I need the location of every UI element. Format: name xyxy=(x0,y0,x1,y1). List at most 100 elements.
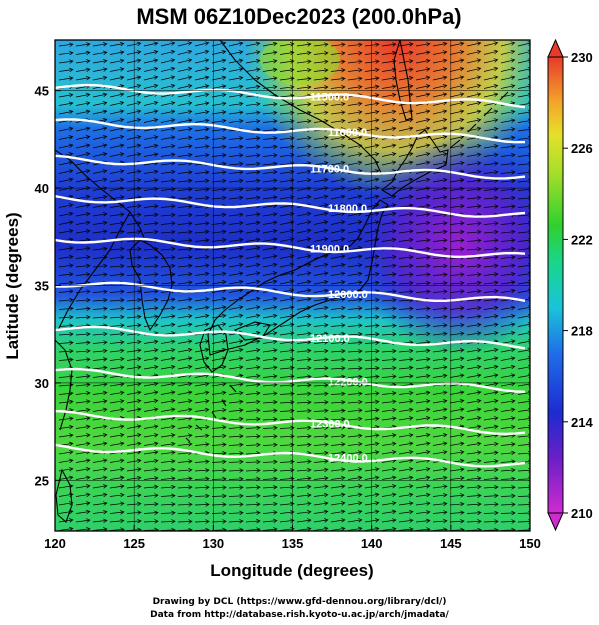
wind-arrow xyxy=(262,365,278,370)
wind-arrow xyxy=(296,50,312,56)
wind-arrow xyxy=(211,510,227,516)
wind-arrow xyxy=(279,476,295,481)
wind-arrow xyxy=(381,501,397,506)
wind-arrow xyxy=(381,348,397,354)
wind-arrow xyxy=(330,194,346,200)
wind-arrow xyxy=(279,357,295,362)
wind-arrow xyxy=(415,126,431,132)
wind-arrow xyxy=(160,41,176,47)
wind-arrow xyxy=(279,391,295,396)
wind-arrow xyxy=(143,229,159,235)
wind-arrow xyxy=(143,493,159,498)
wind-arrow xyxy=(126,356,142,362)
wind-arrow xyxy=(381,67,397,73)
wind-arrow xyxy=(228,365,244,370)
wind-arrow xyxy=(381,118,397,123)
wind-arrow xyxy=(432,306,448,311)
wind-arrow xyxy=(500,229,516,235)
wind-arrow xyxy=(245,493,261,499)
y-tick-label: 40 xyxy=(35,181,49,196)
wind-arrow xyxy=(296,279,312,285)
wind-arrow xyxy=(126,152,142,157)
wind-arrow xyxy=(75,263,91,269)
wind-arrow xyxy=(143,297,159,303)
wind-arrow xyxy=(330,262,346,268)
wind-arrow xyxy=(160,101,176,106)
wind-arrow xyxy=(466,289,482,294)
colorbar-tick-label: 214 xyxy=(571,415,593,430)
wind-arrow xyxy=(330,450,346,455)
wind-arrow xyxy=(466,66,482,72)
wind-arrow xyxy=(364,271,380,277)
wind-arrow xyxy=(313,245,329,251)
wind-arrow xyxy=(75,314,91,320)
wind-arrow xyxy=(177,212,193,218)
wind-arrow xyxy=(449,160,465,166)
wind-arrow xyxy=(398,50,414,56)
wind-arrow xyxy=(109,356,125,362)
wind-arrow xyxy=(500,288,516,294)
wind-arrow xyxy=(347,450,363,455)
wind-arrow xyxy=(160,135,176,140)
wind-arrow xyxy=(330,160,346,166)
wind-arrow xyxy=(177,255,193,260)
wind-arrow xyxy=(245,212,261,217)
wind-arrow xyxy=(75,466,91,472)
wind-arrow xyxy=(432,407,448,412)
wind-arrow xyxy=(279,237,295,242)
wind-arrow xyxy=(381,484,397,489)
wind-arrow xyxy=(330,408,346,413)
wind-arrow xyxy=(415,348,431,354)
wind-arrow xyxy=(126,186,142,192)
wind-arrow xyxy=(177,390,193,395)
wind-arrow xyxy=(466,178,482,183)
wind-arrow xyxy=(177,433,193,438)
wind-arrow xyxy=(398,92,414,98)
wind-arrow xyxy=(449,373,465,378)
wind-arrow xyxy=(245,271,261,276)
wind-arrow xyxy=(313,152,329,157)
wind-arrow xyxy=(483,314,499,319)
wind-arrow xyxy=(109,484,125,489)
y-axis-label: Latitude (degrees) xyxy=(3,212,22,359)
wind-arrow xyxy=(194,144,210,149)
wind-arrow xyxy=(75,416,91,421)
wind-arrow xyxy=(279,400,295,405)
wind-arrow xyxy=(126,50,142,55)
x-tick-label: 140 xyxy=(361,536,383,551)
wind-arrow xyxy=(126,458,142,464)
wind-arrow xyxy=(398,509,414,515)
contour-label: 11600.0 xyxy=(328,127,367,139)
wind-arrow xyxy=(58,458,74,463)
wind-arrow xyxy=(109,50,125,55)
wind-arrow xyxy=(262,67,278,73)
wind-arrow xyxy=(58,314,74,320)
wind-arrow xyxy=(296,76,312,81)
wind-arrow xyxy=(194,66,210,72)
wind-arrow xyxy=(177,49,193,55)
wind-arrow xyxy=(92,458,108,463)
wind-arrow xyxy=(75,203,91,208)
wind-arrow xyxy=(381,126,397,132)
wind-arrow xyxy=(58,67,74,73)
wind-arrow xyxy=(245,262,261,268)
wind-arrow xyxy=(262,228,278,234)
wind-arrow xyxy=(449,83,465,89)
wind-arrow xyxy=(296,518,312,523)
wind-arrow xyxy=(126,109,142,115)
wind-arrow xyxy=(262,442,278,448)
wind-arrow xyxy=(211,178,227,184)
wind-arrow xyxy=(177,476,193,481)
wind-arrow xyxy=(109,289,125,294)
wind-arrow xyxy=(58,126,74,132)
wind-arrow xyxy=(262,220,278,225)
wind-arrow xyxy=(211,296,227,302)
contour-label: 11900.0 xyxy=(310,243,349,255)
wind-arrow xyxy=(194,399,210,404)
wind-arrow xyxy=(398,484,414,489)
wind-arrow xyxy=(466,364,482,370)
wind-arrow xyxy=(262,212,278,217)
wind-arrow xyxy=(143,306,159,311)
wind-arrow xyxy=(262,144,278,150)
